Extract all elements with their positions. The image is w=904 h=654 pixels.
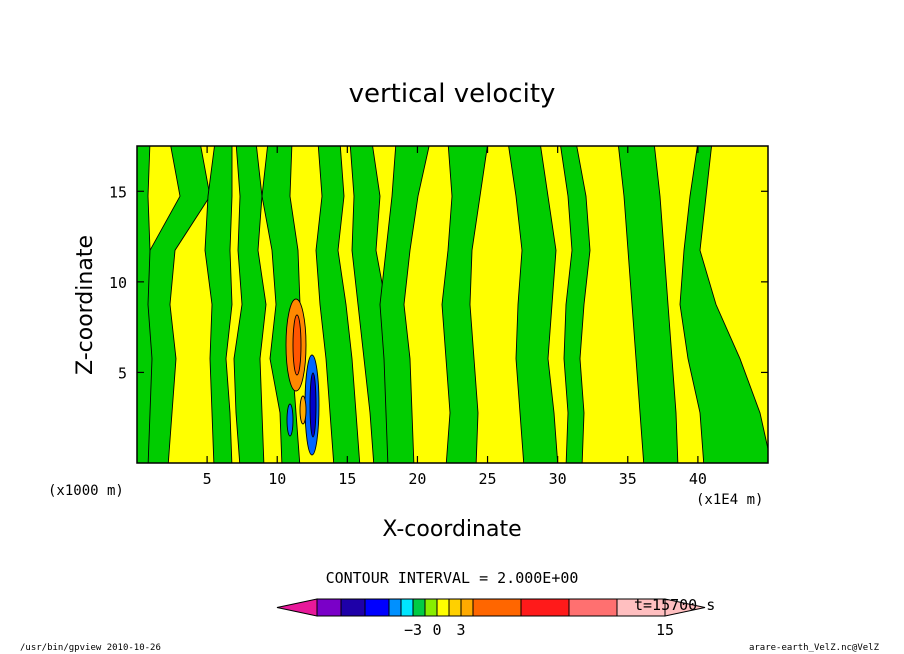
colorbar-segment-10 (472, 598, 522, 617)
x-tick-label: 20 (408, 470, 426, 488)
colorbar-label-2: 3 (456, 621, 465, 639)
plot-area: 5 10 15 20 25 30 35 40 5 10 15 (109, 145, 769, 488)
colorbar-label-0: −3 (404, 621, 422, 639)
y-axis-ticks: 5 10 15 (109, 183, 768, 382)
colorbar-arrow-low (276, 598, 318, 617)
colorbar-arrow-high (664, 598, 706, 617)
colorbar-segment-4 (400, 598, 414, 617)
colorbar-segment-9 (460, 598, 474, 617)
colorbar-label-1: 0 (432, 621, 441, 639)
x-tick-label: 30 (549, 470, 567, 488)
colorbar-segment-11 (520, 598, 570, 617)
footer-source: arare-earth_VelZ.nc@VelZ (749, 643, 880, 653)
colorbar-segment-0 (316, 598, 342, 617)
downdraft-band-8 (441, 146, 488, 463)
convective-cell-3 (309, 372, 317, 438)
downdraft-band-5 (315, 146, 361, 463)
velocity-field (137, 146, 768, 463)
plot-frame (136, 145, 769, 464)
x-tick-label: 25 (479, 470, 497, 488)
colorbar-segment-7 (436, 598, 450, 617)
colorbar-segment-6 (424, 598, 438, 617)
colorbar-segment-2 (364, 598, 390, 617)
x-tick-label: 15 (338, 470, 356, 488)
footer-program: /usr/bin/gpview 2010-10-26 (20, 643, 161, 653)
colorbar-segment-1 (340, 598, 366, 617)
downdraft-band-0 (137, 146, 156, 463)
downdraft-band-7 (379, 146, 430, 463)
downdraft-band-12 (679, 146, 768, 463)
colorbar-segment-3 (388, 598, 402, 617)
convective-cell-1 (292, 314, 302, 376)
colorbar-segment-8 (448, 598, 462, 617)
x-tick-label: 40 (689, 470, 707, 488)
chart-title: vertical velocity (349, 79, 556, 109)
x-axis-ticks: 5 10 15 20 25 30 35 40 (203, 146, 707, 488)
colorbar-segment-5 (412, 598, 426, 617)
x-units-right: (x1E4 m) (696, 492, 763, 508)
downdraft-band-9 (508, 146, 559, 463)
x-tick-label: 5 (203, 470, 212, 488)
y-tick-label: 10 (109, 274, 127, 292)
y-tick-label: 15 (109, 183, 127, 201)
downdraft-band-11 (617, 146, 679, 463)
downdraft-band-3 (233, 146, 267, 463)
x-axis-label: X-coordinate (382, 517, 521, 542)
time-label: t=15700 s (634, 596, 715, 614)
colorbar-segment-12 (568, 598, 618, 617)
downdraft-band-10 (560, 146, 591, 463)
downdraft-band-1 (147, 146, 211, 463)
x-tick-label: 35 (619, 470, 637, 488)
downdraft-band-2 (204, 146, 233, 463)
colorbar: −3 0 3 15 (276, 598, 706, 639)
colorbar-label-3: 15 (656, 621, 674, 639)
contour-interval: CONTOUR INTERVAL = 2.000E+00 (326, 569, 579, 587)
convective-cell-5 (299, 395, 307, 425)
x-units-left: (x1000 m) (48, 483, 124, 499)
convective-cell-4 (286, 403, 294, 437)
y-tick-label: 5 (118, 364, 127, 382)
x-tick-label: 10 (268, 470, 286, 488)
y-axis-label: Z-coordinate (73, 235, 98, 375)
